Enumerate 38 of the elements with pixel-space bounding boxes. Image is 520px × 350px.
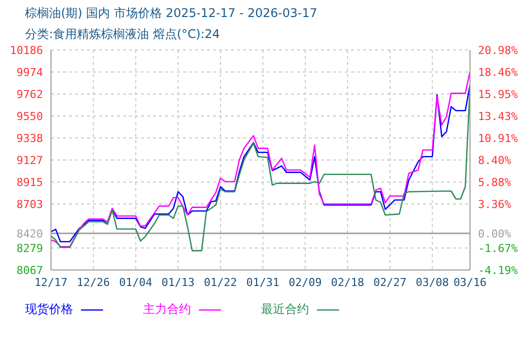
y-tick-label: 8420 bbox=[16, 227, 43, 240]
y-tick-label: 8279 bbox=[16, 242, 43, 255]
legend-label: 现货价格 bbox=[25, 301, 73, 318]
y2-tick-label: 5.88% bbox=[478, 176, 512, 189]
x-tick-label: 01/31 bbox=[246, 276, 280, 289]
y2-tick-label: 13.43% bbox=[478, 110, 518, 123]
y-tick-label: 9127 bbox=[16, 154, 43, 167]
y-tick-label: 9338 bbox=[16, 132, 43, 146]
x-tick-label: 01/04 bbox=[119, 276, 153, 289]
y2-tick-label: 18.46% bbox=[478, 66, 518, 80]
y-tick-label: 8915 bbox=[16, 176, 43, 189]
y2-tick-label: 3.36% bbox=[478, 198, 512, 212]
chart-subtitle: 分类:食用精炼棕榈液油 熔点(°C):24 bbox=[25, 26, 220, 43]
y2-tick-label: 8.40% bbox=[478, 154, 512, 167]
x-tick-label: 03/16 bbox=[453, 276, 487, 289]
x-tick-label: 03/08 bbox=[416, 276, 449, 289]
y-tick-label: 10186 bbox=[10, 44, 43, 57]
x-tick-label: 12/17 bbox=[34, 276, 68, 289]
y-tick-label: 9550 bbox=[16, 110, 43, 124]
x-tick-label: 02/27 bbox=[373, 276, 407, 289]
x-tick-label: 01/13 bbox=[162, 276, 195, 289]
y2-tick-label: 0.00% bbox=[478, 227, 512, 240]
x-tick-label: 12/26 bbox=[76, 276, 110, 289]
x-tick-label: 02/18 bbox=[331, 276, 364, 289]
y-tick-label: 8067 bbox=[16, 264, 43, 277]
y2-tick-label: -4.19% bbox=[478, 264, 518, 277]
x-tick-label: 02/09 bbox=[288, 276, 322, 289]
y2-tick-label: 20.98% bbox=[478, 44, 518, 57]
x-tick-label: 01/22 bbox=[204, 276, 238, 289]
y2-tick-label: 15.95% bbox=[478, 88, 518, 101]
y2-tick-label: -1.67% bbox=[478, 242, 518, 255]
y-tick-label: 9762 bbox=[16, 88, 43, 102]
legend-label: 最近合约 bbox=[261, 301, 309, 318]
y2-tick-label: 10.91% bbox=[478, 132, 518, 146]
y-tick-label: 8703 bbox=[16, 198, 43, 211]
y-tick-label: 9974 bbox=[16, 66, 44, 80]
legend-label: 主力合约 bbox=[143, 301, 191, 318]
chart-title: 棕榈油(期) 国内 市场价格 2025-12-17 - 2026-03-17 bbox=[25, 5, 318, 22]
